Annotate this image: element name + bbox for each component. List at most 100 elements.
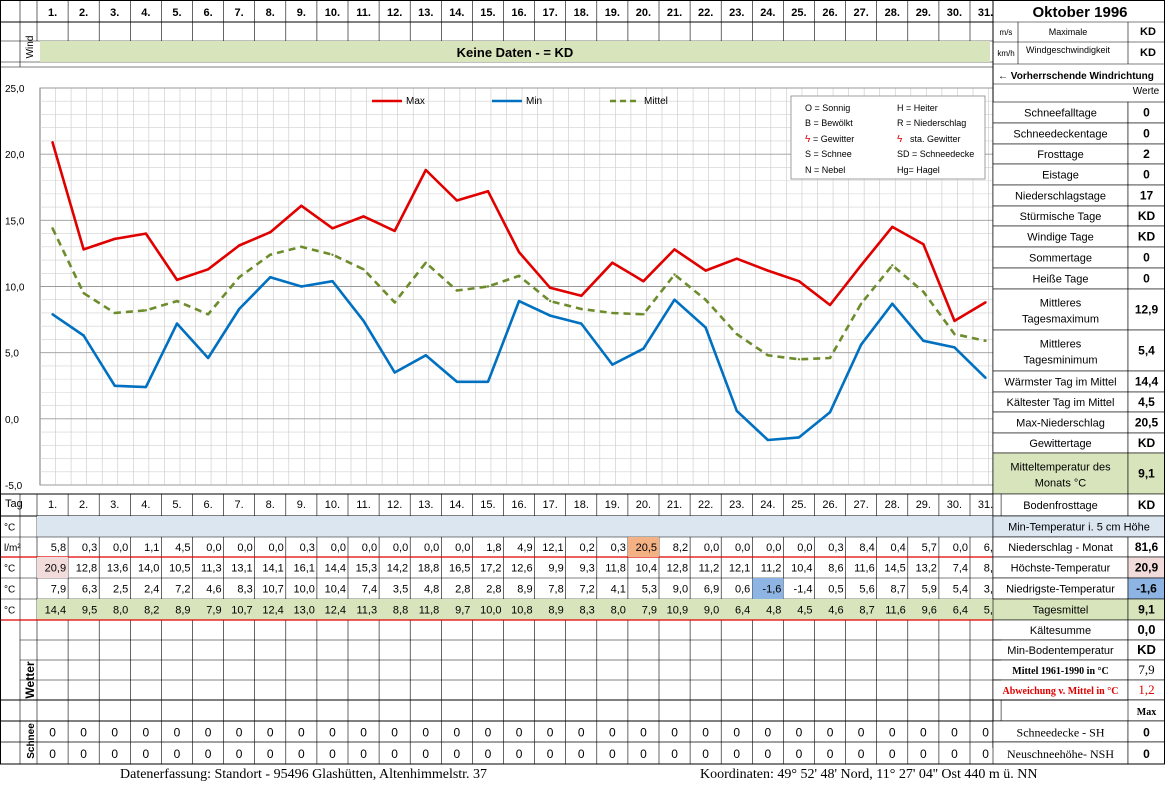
snow-cell: 0 [143,747,150,761]
day-header-cell-bottom: 5. [172,499,181,511]
row-label: Min-Temperatur i. 5 cm Höhe [1008,522,1150,534]
day-header-cell: 1. [48,7,57,19]
table-cell: 0,0 [766,542,781,554]
snow-cell: 0 [516,726,523,740]
day-header-cell-bottom: 24. [760,499,775,511]
series-point-mittel [704,298,707,301]
stat-label: Heiße Tage [1032,274,1088,286]
row-label: Tagesmittel [1033,605,1089,617]
series-point-min [424,354,427,357]
series-point-min [580,322,583,325]
table-cell: 10,4 [791,563,812,575]
day-header-cell-bottom: 9. [297,499,306,511]
series-point-mittel [144,309,148,312]
table-cell: 8,4 [859,542,874,554]
table-cell: 0,6 [735,584,750,596]
table-cell: 0,0 [237,542,252,554]
extra-value: 7,9 [1138,662,1154,677]
series-point-max [455,199,459,202]
day-header-cell: 29. [916,7,931,19]
max-header: Max [1137,707,1156,718]
series-point-mittel [455,289,459,292]
series-point-min [362,319,365,323]
legend-min: Min [526,96,542,107]
table-cell: 11,3 [201,563,222,575]
row-total: 9,1 [1138,603,1155,617]
series-point-max [642,280,645,283]
table-cell: 5,9 [922,584,937,596]
snow-cell: 0 [547,726,554,740]
snow-cell: 0 [298,747,305,761]
day-header-cell-bottom: 13. [418,499,433,511]
series-point-mittel [300,245,303,248]
snow-cell: 0 [49,726,56,740]
day-header-cell-bottom: 16. [511,499,526,511]
table-cell: 11,6 [885,605,906,617]
series-point-min [611,363,614,366]
table-cell: 5,6 [859,584,874,596]
legend-gewitter: = Gewitter [813,134,854,144]
table-cell: 1,1 [144,542,159,554]
snow-cell: 0 [920,726,927,740]
legend-schnee: S = Schnee [805,149,852,159]
stat-label: Wärmster Tag im Mittel [1004,377,1116,389]
day-header-cell-bottom: 14. [449,499,464,511]
wind-unit-ms: m/s [1000,28,1013,37]
day-header-cell: 28. [885,7,900,19]
series-point-min [673,298,676,301]
snow-cell: 0 [205,747,212,761]
table-cell: 0,3 [828,542,843,554]
series-point-min [828,411,832,414]
snow-cell: 0 [360,726,367,740]
row-fill [37,516,1002,537]
stat-label: Niederschlagstage [1015,191,1106,203]
stat-value: 20,5 [1135,416,1159,430]
series-point-mittel [424,261,427,264]
stat-label: Kältester Tag im Mittel [1006,397,1114,409]
wetter-label: Wetter [23,661,37,698]
series-point-max [424,168,427,172]
snow-cell: 0 [578,747,585,761]
sta-gewitter-icon: ϟ [897,134,903,145]
table-cell: 0,0 [735,542,750,554]
table-cell: 14,4 [325,563,346,575]
stat-value: 4,5 [1138,395,1155,409]
snow-cell: 0 [640,726,647,740]
snow-cell: 0 [547,747,554,761]
table-cell: 0,0 [362,542,377,554]
table-cell: 12,4 [262,605,283,617]
table-cell: 8,2 [144,605,159,617]
legend-mittel: Mittel [644,96,668,107]
table-cell: 4,5 [175,542,190,554]
series-point-mittel [766,354,770,357]
table-cell: 0,0 [953,542,968,554]
series-point-max [393,229,396,233]
table-cell: 11,8 [419,605,440,617]
snow-cell: 0 [796,726,803,740]
series-point-min [704,326,707,329]
series-point-mittel [828,356,832,360]
snow-cell: 0 [422,747,429,761]
series-point-mittel [393,301,396,304]
snow-cell: 0 [454,747,461,761]
day-header-cell: 13. [418,7,433,19]
table-cell: 17,2 [480,563,501,575]
series-point-min [331,280,334,283]
stat-label: Mittleres [1040,339,1082,351]
series-point-mittel [548,299,552,303]
snow-cell: 0 [298,726,305,740]
day-header-cell: 23. [729,7,744,19]
series-point-mittel [331,253,334,256]
series-point-min [859,343,863,346]
table-cell: 10,8 [511,605,532,617]
table-cell: 0,3 [82,542,97,554]
stat-value: 9,1 [1138,467,1155,481]
series-point-max [797,280,801,283]
table-cell: 4,8 [424,584,439,596]
series-point-max [891,225,894,229]
legend-nebel: N = Nebel [805,165,845,175]
table-cell: 5,3 [642,584,657,596]
row-label: Niedrigste-Temperatur [1006,584,1115,596]
table-cell: 14,1 [262,563,283,575]
stats-panel: Schneefalltage 0 Schneedeckentage 0 Frosttag… [992,101,1165,517]
